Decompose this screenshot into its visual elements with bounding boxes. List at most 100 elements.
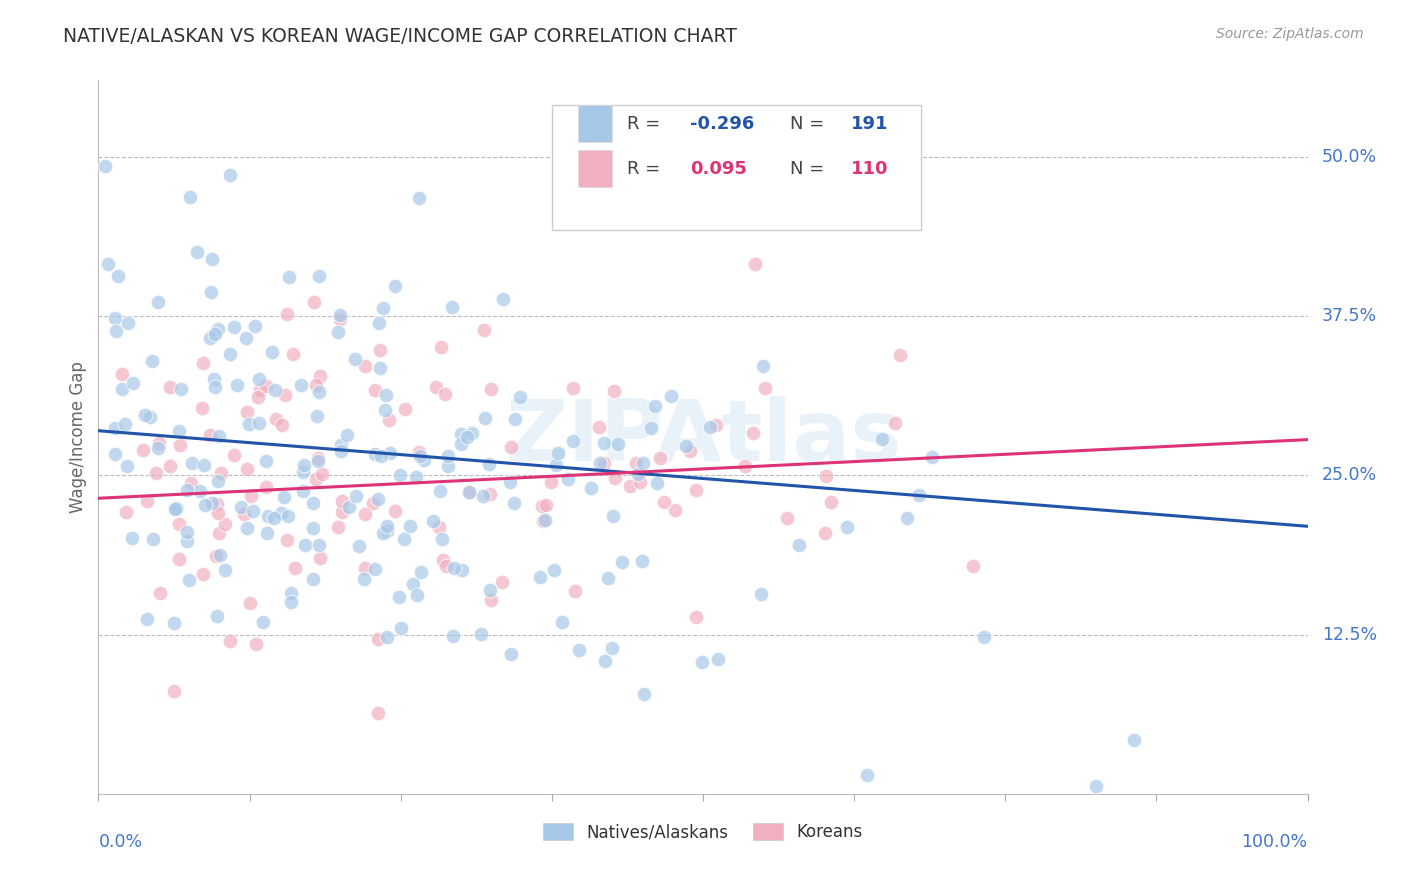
- Point: [254, 379, 277, 393]
- Point: [679, 444, 702, 458]
- Point: [291, 484, 314, 499]
- Point: [370, 449, 392, 463]
- Point: [311, 467, 333, 482]
- Point: [114, 417, 136, 431]
- Point: [610, 555, 633, 569]
- FancyBboxPatch shape: [551, 105, 921, 230]
- Point: [141, 354, 163, 368]
- Point: [734, 459, 756, 474]
- Point: [619, 479, 641, 493]
- Point: [308, 268, 330, 283]
- Point: [159, 459, 181, 474]
- Point: [422, 514, 444, 528]
- Point: [478, 457, 501, 471]
- Text: 100.0%: 100.0%: [1241, 833, 1308, 851]
- Point: [256, 526, 278, 541]
- Point: [165, 500, 187, 515]
- Point: [503, 412, 526, 426]
- Point: [405, 588, 427, 602]
- Point: [561, 381, 583, 395]
- Point: [624, 456, 647, 470]
- Point: [191, 401, 214, 415]
- Point: [94, 160, 117, 174]
- Point: [371, 301, 394, 316]
- Point: [235, 521, 257, 535]
- Point: [425, 380, 447, 394]
- Point: [1122, 732, 1144, 747]
- Point: [474, 410, 496, 425]
- Point: [457, 484, 479, 499]
- Point: [305, 409, 328, 423]
- Point: [229, 500, 252, 515]
- Point: [685, 483, 707, 497]
- Point: [547, 446, 569, 460]
- Point: [367, 492, 389, 507]
- Point: [470, 627, 492, 641]
- Point: [270, 506, 292, 520]
- Point: [302, 496, 325, 510]
- Point: [277, 270, 299, 285]
- Point: [433, 387, 456, 401]
- Point: [589, 456, 612, 470]
- Point: [367, 706, 389, 720]
- Point: [502, 496, 524, 510]
- Point: [198, 428, 221, 442]
- Point: [627, 467, 650, 482]
- Point: [176, 524, 198, 539]
- Point: [363, 447, 385, 461]
- Point: [104, 421, 127, 435]
- Point: [427, 520, 450, 534]
- Point: [115, 459, 138, 474]
- Point: [264, 384, 287, 398]
- Point: [176, 483, 198, 498]
- Point: [437, 459, 460, 474]
- Point: [588, 420, 610, 434]
- Point: [207, 506, 229, 520]
- Point: [408, 445, 430, 459]
- Point: [257, 508, 280, 523]
- Point: [607, 437, 630, 451]
- Point: [472, 323, 495, 337]
- Point: [628, 475, 651, 489]
- Point: [111, 367, 134, 381]
- Point: [450, 437, 472, 451]
- Point: [283, 561, 305, 575]
- Point: [499, 475, 522, 489]
- Point: [136, 612, 159, 626]
- Point: [167, 424, 190, 438]
- Point: [598, 571, 620, 585]
- Point: [148, 294, 170, 309]
- Point: [159, 380, 181, 394]
- Point: [276, 533, 298, 547]
- Point: [232, 508, 254, 522]
- Point: [685, 610, 707, 624]
- Point: [499, 440, 522, 454]
- Point: [367, 632, 389, 646]
- Point: [648, 450, 671, 465]
- Point: [205, 608, 228, 623]
- Point: [205, 498, 228, 512]
- Point: [889, 348, 911, 362]
- Point: [186, 244, 208, 259]
- Point: [209, 467, 232, 481]
- Point: [814, 526, 837, 541]
- Point: [207, 474, 229, 488]
- Point: [592, 436, 614, 450]
- Point: [204, 380, 226, 394]
- Point: [375, 630, 398, 644]
- Point: [167, 551, 190, 566]
- Point: [328, 519, 350, 533]
- Point: [138, 409, 160, 424]
- Point: [557, 472, 579, 486]
- Point: [706, 652, 728, 666]
- Point: [375, 519, 398, 533]
- Point: [856, 768, 879, 782]
- Point: [163, 683, 186, 698]
- Point: [472, 490, 495, 504]
- Point: [132, 443, 155, 458]
- Point: [260, 345, 283, 359]
- Text: NATIVE/ALASKAN VS KOREAN WAGE/INCOME GAP CORRELATION CHART: NATIVE/ALASKAN VS KOREAN WAGE/INCOME GAP…: [63, 27, 737, 45]
- Point: [458, 485, 481, 500]
- Point: [245, 637, 267, 651]
- Point: [188, 484, 211, 499]
